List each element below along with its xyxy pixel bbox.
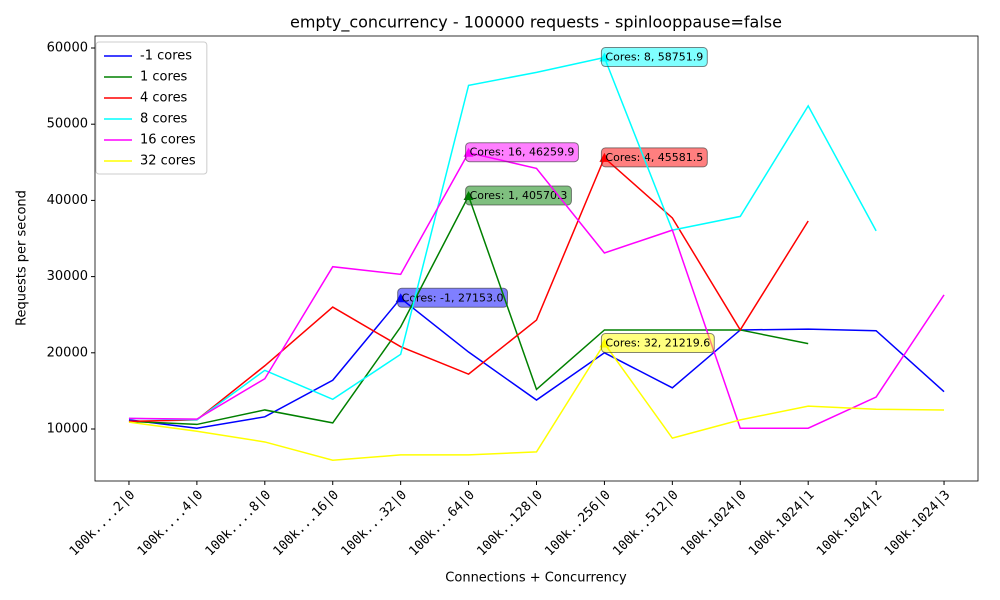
- annotation: Cores: 8, 58751.9: [600, 47, 708, 68]
- y-tick-label: 50000: [47, 117, 88, 132]
- y-tick-label: 20000: [47, 345, 88, 360]
- x-axis-label: Connections + Concurrency: [445, 571, 627, 586]
- x-tick-label: 100k.1024|3: [882, 488, 953, 559]
- annotation-box: [600, 333, 715, 354]
- legend-label: 8 cores: [140, 112, 188, 127]
- annotation-box: [600, 147, 708, 168]
- y-tick-label: 60000: [47, 41, 88, 56]
- x-tick-label: 100k.1024|2: [814, 488, 885, 559]
- annotation-text: Cores: 8, 58751.9: [605, 51, 703, 64]
- series-line: [128, 297, 945, 429]
- annotation-text: Cores: 4, 45581.5: [605, 151, 703, 164]
- x-tick-label: 100k...64|0: [406, 488, 477, 559]
- x-tick-label: 100k.1024|1: [746, 488, 817, 559]
- series-line: [128, 151, 945, 429]
- legend: -1 cores 1 cores 4 cores 8 cores 16 cores 32 …: [95, 41, 208, 175]
- annotation-text: Cores: -1, 27153.0: [402, 291, 504, 304]
- annotation-text: Cores: 16, 46259.9: [470, 146, 575, 159]
- series-line: [128, 342, 945, 462]
- annotation: Cores: 16, 46259.9: [465, 142, 579, 163]
- annotation: Cores: 32, 21219.6: [600, 333, 715, 354]
- x-tick-label: 100k....8|0: [203, 488, 274, 559]
- annotation-text: Cores: 1, 40570.3: [470, 189, 568, 202]
- annotation-box: [465, 142, 579, 163]
- legend-label: 1 cores: [140, 70, 188, 85]
- x-tick-label: 100k..512|0: [610, 488, 681, 559]
- x-tick-label: 100k.1024|0: [678, 488, 749, 559]
- legend-label: 16 cores: [140, 133, 196, 148]
- x-tick-label: 100k...16|0: [271, 488, 342, 559]
- annotation: Cores: -1, 27153.0: [397, 287, 508, 308]
- annotation: Cores: 1, 40570.3: [465, 185, 572, 206]
- legend-box: [95, 41, 208, 175]
- legend-label: 4 cores: [140, 91, 188, 106]
- plot-frame: [94, 35, 979, 482]
- annotation: Cores: 4, 45581.5: [600, 147, 708, 168]
- x-tick-label: 100k..256|0: [542, 488, 613, 559]
- chart-title: empty_concurrency - 100000 requests - sp…: [290, 13, 782, 33]
- series-line: [128, 156, 809, 423]
- annotation-text: Cores: 32, 21219.6: [605, 337, 710, 350]
- y-tick-label: 10000: [47, 422, 88, 437]
- annotation-box: [600, 47, 708, 68]
- annotation-box: [397, 287, 508, 308]
- annotation-box: [465, 185, 572, 206]
- y-tick-label: 40000: [47, 193, 88, 208]
- x-tick-label: 100k...32|0: [338, 488, 409, 559]
- series-line: [128, 194, 809, 426]
- legend-label: 32 cores: [140, 154, 196, 169]
- x-tick-label: 100k....2|0: [67, 488, 138, 559]
- x-tick-label: 100k..128|0: [474, 488, 545, 559]
- y-tick-label: 30000: [47, 269, 88, 284]
- x-tick-label: 100k....4|0: [135, 488, 206, 559]
- legend-label: -1 cores: [140, 49, 192, 64]
- y-axis-label: Requests per second: [15, 190, 30, 326]
- series-line: [128, 56, 877, 421]
